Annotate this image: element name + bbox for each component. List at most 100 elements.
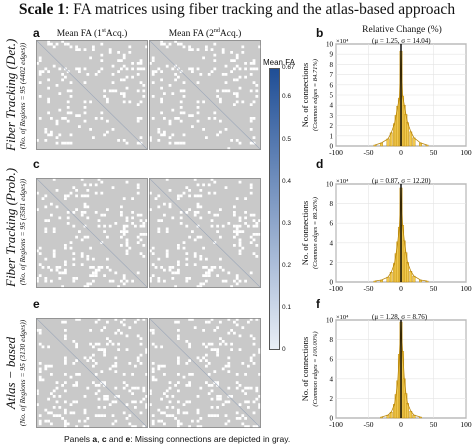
matrix-cell [64, 359, 67, 362]
matrix-cell [47, 364, 50, 368]
matrix-cell [139, 81, 143, 84]
matrix-cell [196, 111, 200, 115]
matrix-cell [89, 342, 92, 346]
matrix-cell [128, 51, 132, 54]
matrix-cell [117, 342, 120, 346]
matrix-cell [50, 213, 53, 217]
matrix-cell [78, 48, 81, 51]
matrix-cell [106, 130, 109, 134]
matrix-cell [92, 136, 95, 139]
fa-matrix-det-acq1 [36, 40, 148, 150]
title-rest: : FA matrices using fiber tracking and t… [64, 1, 456, 18]
matrix-cell [193, 194, 197, 198]
matrix-cell [233, 224, 236, 228]
matrix-cell [103, 213, 106, 217]
matrix-cell [92, 271, 95, 275]
matrix-cell [122, 233, 126, 236]
matrix-cell [69, 111, 73, 115]
matrix-cell [191, 230, 194, 233]
matrix-cell [174, 73, 177, 76]
matrix-cell [125, 141, 129, 145]
matrix-cell [177, 244, 180, 247]
row-label-prob: Fiber Tracking (Prob.) (No. of Regions = … [3, 167, 27, 287]
matrix-cell [75, 208, 78, 211]
matrix-cell [188, 194, 191, 198]
matrix-cell [136, 183, 140, 187]
matrix-cell [177, 75, 180, 79]
matrix-cell [196, 106, 200, 109]
matrix-cell [196, 285, 200, 288]
matrix-cell [120, 279, 123, 283]
matrix-cell [193, 178, 197, 181]
matrix-cell [52, 178, 56, 181]
matrix-cell [55, 119, 59, 123]
matrix-cell [149, 139, 152, 142]
matrix-cell [136, 235, 140, 239]
matrix-cell [238, 216, 242, 220]
matrix-cell [111, 342, 115, 346]
matrix-cell [125, 252, 129, 255]
matrix-cell [83, 183, 87, 187]
matrix-cell [78, 318, 81, 321]
matrix-cell [100, 180, 104, 184]
matrix-cell [64, 263, 67, 266]
matrix-cell [111, 279, 115, 283]
matrix-cell [122, 318, 126, 321]
matrix-cell [120, 92, 123, 95]
matrix-cell [94, 320, 98, 324]
matrix-cell [151, 246, 155, 250]
matrix-cell [230, 285, 233, 288]
matrix-cell [227, 147, 231, 150]
panel-letter-b: b [316, 26, 324, 40]
matrix-cell [75, 45, 78, 49]
matrix-cell [83, 81, 87, 84]
matrix-cell [44, 219, 48, 222]
matrix-cell [136, 213, 140, 217]
matrix-cell [122, 224, 126, 228]
matrix-cell [44, 67, 48, 71]
matrix-cell [249, 89, 253, 93]
matrix-cell [199, 257, 203, 261]
matrix-cell [224, 89, 228, 93]
matrix-cell [111, 89, 115, 93]
matrix-cell [72, 277, 76, 280]
matrix-cell [199, 73, 203, 76]
matrix-cell [75, 373, 78, 376]
matrix-cell [83, 100, 87, 104]
matrix-cell [252, 117, 256, 120]
matrix-cell [213, 53, 217, 57]
matrix-cell [44, 364, 48, 368]
matrix-cell [241, 45, 245, 49]
matrix-cell [149, 62, 152, 65]
matrix-cell [97, 224, 101, 228]
matrix-cell [72, 211, 76, 214]
matrix-cell [58, 92, 62, 95]
matrix-cell [97, 318, 101, 321]
matrix-cell [149, 208, 152, 211]
matrix-cell [47, 86, 50, 90]
matrix-cell [205, 257, 208, 261]
matrix-cell [97, 268, 101, 272]
matrix-cell [142, 67, 146, 71]
matrix-cell [249, 191, 253, 195]
matrix-cell [233, 103, 236, 106]
matrix-cell [230, 70, 233, 73]
matrix-cell [160, 86, 163, 90]
matrix-cell [72, 340, 76, 343]
matrix-cell [69, 191, 73, 195]
matrix-cell [193, 213, 197, 217]
matrix-cell [100, 117, 104, 120]
matrix-cell [75, 235, 78, 239]
matrix-cell [64, 271, 67, 275]
matrix-cell [219, 100, 222, 104]
matrix-cell [151, 263, 155, 266]
matrix-cell [142, 222, 146, 225]
matrix-cell [47, 345, 50, 349]
matrix-cell [238, 224, 242, 228]
matrix-cell [75, 277, 78, 280]
matrix-cell [136, 141, 140, 145]
matrix-cell [83, 356, 87, 360]
matrix-cell [92, 364, 95, 368]
matrix-cell [142, 95, 146, 98]
matrix-cell [94, 191, 98, 195]
